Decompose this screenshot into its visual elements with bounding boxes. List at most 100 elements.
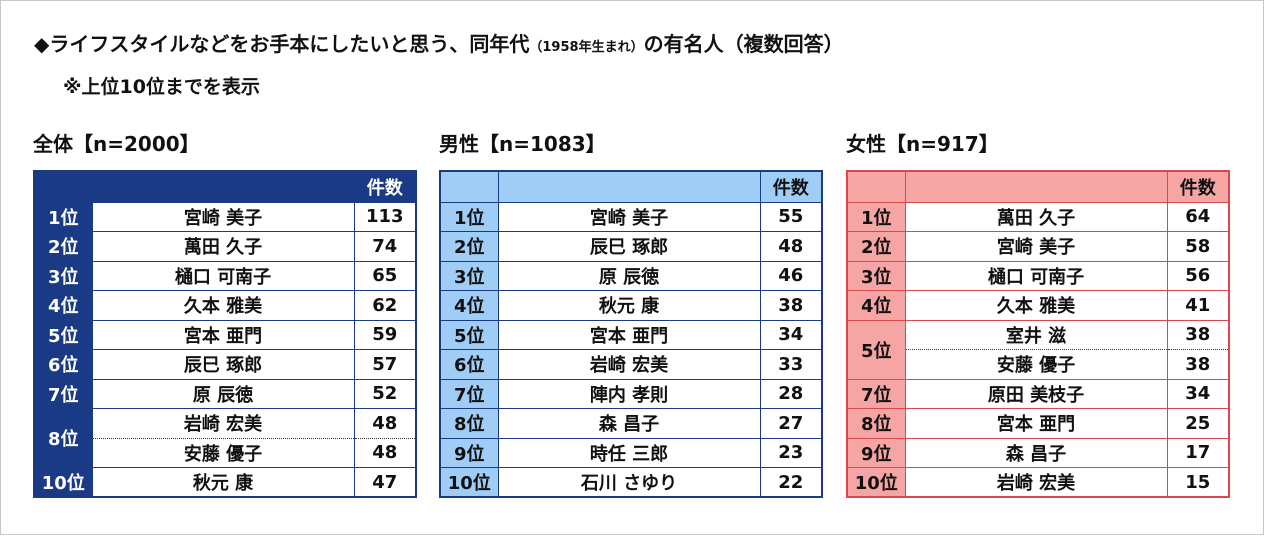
table-row: 10位 岩崎 宏美 15 (846, 467, 1230, 498)
count-cell: 47 (353, 467, 417, 498)
name-cell: 原 辰徳 (497, 260, 761, 291)
name-header (91, 170, 355, 203)
table-row: 5位 宮本 亜門 34 (439, 319, 823, 350)
figure-title: ◆ライフスタイルなどをお手本にしたいと思う、同年代（1958年生まれ）の有名人（… (34, 28, 844, 57)
table-row: 6位 辰巳 琢郎 57 (33, 349, 417, 380)
name-cell: 原 辰徳 (91, 378, 355, 409)
table-row: 5位 室井 滋 38 (846, 319, 1230, 380)
count-cell: 59 (353, 319, 417, 350)
count-cell: 38 (759, 290, 823, 321)
count-cell: 55 (759, 201, 823, 232)
table-row: 6位 岩崎 宏美 33 (439, 349, 823, 380)
name-cell: 萬田 久子 (904, 201, 1168, 232)
header-row: 件数 (846, 170, 1230, 203)
name-cell: 宮本 亜門 (904, 408, 1168, 439)
rank-cell: 8位 (846, 408, 906, 439)
count-cell: 23 (759, 437, 823, 468)
count-cell: 48 (353, 437, 417, 468)
count-cell: 46 (759, 260, 823, 291)
count-cell: 27 (759, 408, 823, 439)
title-main: ◆ライフスタイルなどをお手本にしたいと思う、同年代 (34, 32, 530, 56)
table-row: 安藤 優子 48 (34, 437, 417, 468)
table-row: 2位 宮崎 美子 58 (846, 231, 1230, 262)
name-header (497, 170, 761, 203)
rank-cell: 7位 (33, 378, 93, 409)
name-cell: 岩崎 宏美 (497, 349, 761, 380)
count-cell: 25 (1166, 408, 1230, 439)
name-cell: 萬田 久子 (91, 231, 355, 262)
count-cell: 17 (1166, 437, 1230, 468)
count-header: 件数 (759, 170, 823, 203)
count-cell: 65 (353, 260, 417, 291)
figure-subtitle: ※上位10位までを表示 (63, 76, 260, 98)
count-cell: 38 (1166, 319, 1230, 350)
rank-cell: 7位 (439, 378, 499, 409)
name-cell: 宮崎 美子 (904, 231, 1168, 262)
name-cell: 宮本 亜門 (91, 319, 355, 350)
table-row: 7位 陣内 孝則 28 (439, 378, 823, 409)
table-row: 8位 宮本 亜門 25 (846, 408, 1230, 439)
rank-cell: 6位 (33, 349, 93, 380)
header-row: 件数 (439, 170, 823, 203)
count-cell: 113 (353, 201, 417, 232)
rank-header (33, 170, 93, 203)
rank-cell: 2位 (439, 231, 499, 262)
name-cell: 辰巳 琢郎 (497, 231, 761, 262)
count-cell: 58 (1166, 231, 1230, 262)
rank-cell: 5位 (439, 319, 499, 350)
count-cell: 33 (759, 349, 823, 380)
name-cell: 岩崎 宏美 (91, 408, 355, 439)
count-cell: 48 (353, 408, 417, 439)
table-row: 1位 宮崎 美子 113 (33, 201, 417, 232)
header-row: 件数 (33, 170, 417, 203)
table-row: 安藤 優子 38 (847, 349, 1230, 380)
rank-cell: 4位 (33, 290, 93, 321)
name-cell: 樋口 可南子 (91, 260, 355, 291)
name-cell: 宮崎 美子 (497, 201, 761, 232)
name-cell: 岩崎 宏美 (904, 467, 1168, 498)
count-cell: 15 (1166, 467, 1230, 498)
name-cell: 原田 美枝子 (904, 378, 1168, 409)
rank-cell: 8位 (439, 408, 499, 439)
rank-cell: 8位 (33, 408, 93, 468)
ranking-table-total: 件数 1位 宮崎 美子 113 2位 萬田 久子 74 3位 樋口 可南子 65 4位 久本 雅美 62… (33, 170, 417, 498)
count-cell: 56 (1166, 260, 1230, 291)
name-cell: 安藤 優子 (91, 437, 355, 468)
count-cell: 34 (759, 319, 823, 350)
rank-cell: 6位 (439, 349, 499, 380)
name-cell: 室井 滋 (904, 319, 1168, 350)
rank-cell: 10位 (846, 467, 906, 498)
rank-cell: 4位 (439, 290, 499, 321)
rank-cell: 1位 (439, 201, 499, 232)
table-row: 4位 久本 雅美 41 (846, 290, 1230, 321)
name-cell: 石川 さゆり (497, 467, 761, 498)
name-cell: 宮本 亜門 (497, 319, 761, 350)
count-cell: 28 (759, 378, 823, 409)
count-cell: 22 (759, 467, 823, 498)
table-row: 7位原 辰徳 52 (33, 378, 417, 409)
table-row: 1位 萬田 久子 64 (846, 201, 1230, 232)
table-row: 3位原 辰徳 46 (439, 260, 823, 291)
heading-male: 男性【n=1083】 (439, 132, 606, 156)
rank-cell: 1位 (846, 201, 906, 232)
count-cell: 41 (1166, 290, 1230, 321)
rank-cell: 10位 (439, 467, 499, 498)
count-header: 件数 (353, 170, 417, 203)
rank-cell: 5位 (846, 319, 906, 380)
name-cell: 久本 雅美 (904, 290, 1168, 321)
table-row: 9位森 昌子 17 (846, 437, 1230, 468)
name-cell: 秋元 康 (497, 290, 761, 321)
count-cell: 34 (1166, 378, 1230, 409)
count-cell: 48 (759, 231, 823, 262)
rank-cell: 7位 (846, 378, 906, 409)
name-cell: 時任 三郎 (497, 437, 761, 468)
count-cell: 74 (353, 231, 417, 262)
rank-cell: 4位 (846, 290, 906, 321)
rank-cell: 3位 (846, 260, 906, 291)
table-row: 3位 樋口 可南子 56 (846, 260, 1230, 291)
name-cell: 久本 雅美 (91, 290, 355, 321)
name-cell: 森 昌子 (904, 437, 1168, 468)
rank-cell: 5位 (33, 319, 93, 350)
heading-total: 全体【n=2000】 (33, 132, 200, 156)
